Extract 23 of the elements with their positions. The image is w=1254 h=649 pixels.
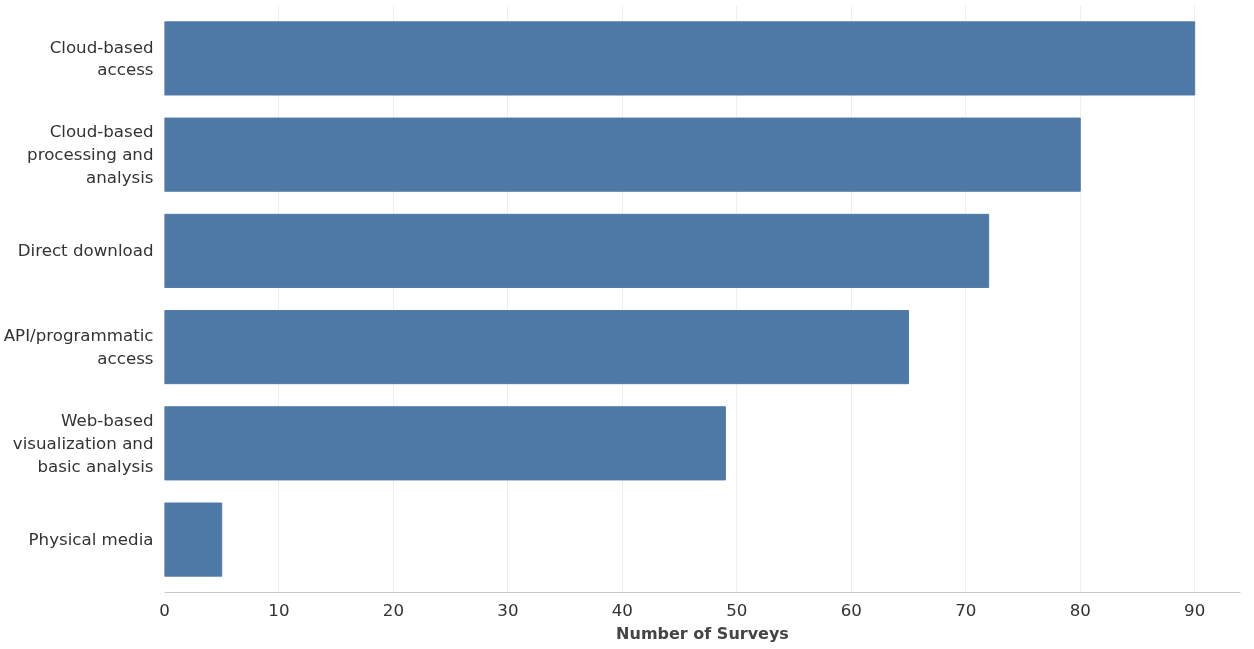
y-tick-label: Cloud-based access [49,37,154,80]
bar [164,502,223,577]
x-tick-label: 20 [382,600,405,620]
y-tick-label: Physical media [28,530,154,550]
x-tick-label: 30 [497,600,519,620]
bar [164,213,990,288]
x-tick-label: 70 [955,600,977,620]
x-tick-label: 50 [726,600,748,620]
y-tick-label: API/programmatic access [3,326,154,369]
bar [164,21,1196,96]
x-tick-label: 0 [159,600,170,620]
x-tick-label: 80 [1069,600,1091,620]
x-axis-title: Number of Surveys [616,623,789,643]
x-tick-label: 90 [1184,600,1206,620]
y-tick-label: Web-based visualization and basic analysis [12,411,154,476]
y-tick-label: Cloud-based processing and analysis [27,122,154,187]
x-tick-label: 40 [611,600,633,620]
bar [164,117,1081,192]
bar [164,310,910,385]
y-tick-label: Direct download [17,241,154,261]
x-tick-label: 60 [840,600,862,620]
x-tick-label: 10 [268,600,290,620]
bar [164,406,726,481]
